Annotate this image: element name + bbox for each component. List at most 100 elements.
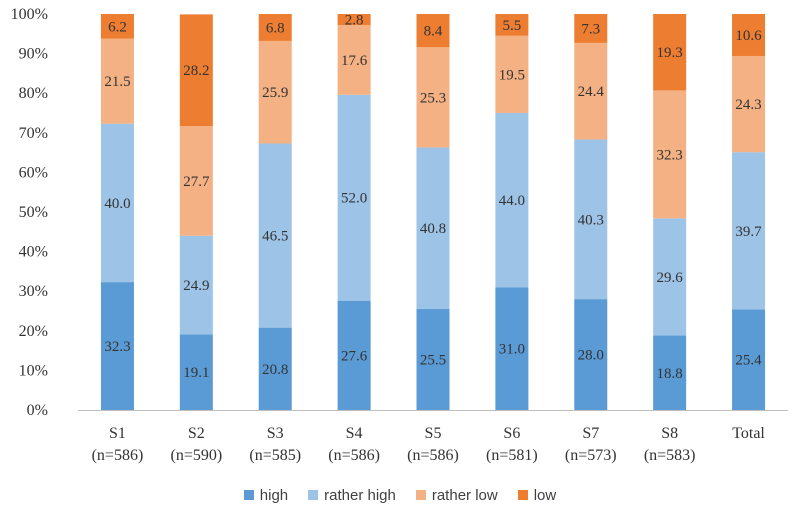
- data-label: 18.8: [657, 366, 683, 382]
- x-tick-label: S5: [425, 425, 442, 442]
- data-label: 40.8: [420, 221, 446, 237]
- data-label: 21.5: [104, 74, 130, 90]
- bar-segment-rather-high: [179, 235, 213, 335]
- data-label: 29.6: [657, 270, 684, 286]
- bar-segment-rather-low: [495, 35, 529, 113]
- bar-segment-rather-low: [258, 40, 292, 144]
- data-label: 24.4: [578, 84, 605, 100]
- data-label: 19.1: [183, 365, 209, 381]
- x-tick-sample-size: (n=581): [486, 447, 538, 464]
- bar-segment-high: [179, 334, 213, 410]
- y-tick-label: 40%: [19, 244, 48, 261]
- y-tick-label: 0%: [27, 402, 48, 419]
- data-label: 2.8: [345, 13, 364, 29]
- data-label: 25.9: [262, 85, 288, 101]
- x-tick-label: S3: [267, 425, 284, 442]
- bar-segment-low: [179, 14, 213, 127]
- x-tick-label: S4: [346, 425, 363, 442]
- legend-item-rather-high: rather high: [308, 487, 396, 504]
- bar-segment-rather-low: [100, 38, 134, 124]
- data-label: 39.7: [735, 224, 762, 240]
- data-label: 7.3: [581, 21, 600, 37]
- x-tick-sample-size: (n=590): [170, 447, 222, 464]
- bar-segment-rather-high: [337, 94, 371, 301]
- legend-label: rather high: [324, 486, 396, 504]
- data-label: 8.4: [424, 24, 443, 40]
- data-label: 5.5: [503, 18, 522, 34]
- bar-segment-high: [653, 335, 687, 410]
- data-label: 6.8: [266, 20, 285, 36]
- data-label: 6.2: [108, 19, 127, 35]
- bar-segment-high: [258, 327, 292, 410]
- bar-segment-low: [574, 14, 608, 43]
- x-tick-sample-size: (n=586): [92, 447, 144, 464]
- data-label: 52.0: [341, 191, 367, 207]
- bar-segment-low: [495, 14, 529, 36]
- legend-swatch: [517, 490, 528, 500]
- legend-swatch: [243, 490, 254, 500]
- legend-item-low: low: [517, 486, 557, 504]
- bar-segment-low: [100, 14, 134, 39]
- data-label: 27.6: [341, 348, 368, 364]
- bar-segment-rather-high: [495, 113, 529, 288]
- y-tick-label: 70%: [19, 125, 48, 142]
- data-label: 19.5: [499, 67, 525, 83]
- data-label: 25.3: [420, 90, 446, 106]
- bar-segment-rather-low: [337, 25, 371, 95]
- chart-canvas: 0% 10% 20% 30% 40% 50% 60% 70% 80% 90% 100% 32.3 40.…: [11, 6, 788, 464]
- legend-swatch: [308, 490, 319, 500]
- bar-segment-low: [416, 14, 450, 48]
- bar-segment-rather-low: [574, 42, 608, 140]
- data-label: 10.6: [735, 28, 762, 44]
- data-label: 46.5: [262, 229, 288, 245]
- x-tick-label: S8: [661, 425, 678, 442]
- bar-segment-high: [337, 300, 371, 410]
- x-tick-sample-size: (n=586): [407, 447, 459, 464]
- x-tick-label: S7: [582, 425, 599, 442]
- bar-segment-rather-high: [416, 147, 450, 310]
- bar-segment-rather-low: [416, 47, 450, 148]
- y-tick-label: 20%: [19, 323, 48, 340]
- x-tick-sample-size: (n=573): [565, 447, 617, 464]
- data-label: 17.6: [341, 53, 368, 69]
- data-label: 40.3: [578, 212, 604, 228]
- y-tick-label: 30%: [19, 283, 48, 300]
- data-label: 25.4: [735, 353, 762, 369]
- data-label: 40.0: [104, 196, 130, 212]
- bar-segment-low: [653, 14, 687, 91]
- data-label: 44.0: [499, 193, 525, 209]
- data-label: 20.8: [262, 362, 288, 378]
- x-tick-label: S1: [109, 425, 126, 442]
- y-tick-label: 60%: [19, 164, 48, 181]
- data-label: 28.2: [183, 63, 209, 79]
- x-tick-sample-size: (n=586): [328, 447, 380, 464]
- y-tick-label: 100%: [11, 6, 48, 23]
- bar-segment-rather-high: [100, 123, 134, 283]
- y-tick-label: 50%: [19, 204, 48, 221]
- bar-segment-high: [416, 309, 450, 410]
- x-tick-label: S2: [188, 425, 205, 442]
- bar-segment-low: [732, 14, 766, 56]
- data-label: 27.7: [183, 174, 210, 190]
- legend-label: high: [259, 486, 289, 504]
- bar-segment-rather-low: [732, 55, 766, 153]
- legend-label: low: [533, 486, 557, 504]
- bar-segment-rather-low: [179, 126, 213, 236]
- bar-segment-rather-high: [732, 152, 766, 310]
- bar-segment-high: [732, 309, 766, 410]
- legend-label: rather low: [431, 486, 498, 504]
- y-tick-label: 90%: [19, 46, 48, 63]
- x-tick-label: Total: [732, 425, 765, 442]
- bar-segment-rather-high: [653, 218, 687, 336]
- x-tick-sample-size: (n=585): [249, 447, 301, 464]
- data-label: 25.5: [420, 353, 446, 369]
- bar-segment-rather-low: [653, 90, 687, 219]
- data-label: 31.0: [499, 342, 525, 358]
- legend-item-high: high: [243, 486, 289, 504]
- data-label: 32.3: [657, 147, 683, 163]
- legend-swatch: [415, 490, 426, 500]
- bar-segment-low: [258, 14, 292, 41]
- y-tick-label: 80%: [19, 85, 48, 102]
- data-label: 32.3: [104, 339, 130, 355]
- bar-segment-low: [337, 14, 371, 26]
